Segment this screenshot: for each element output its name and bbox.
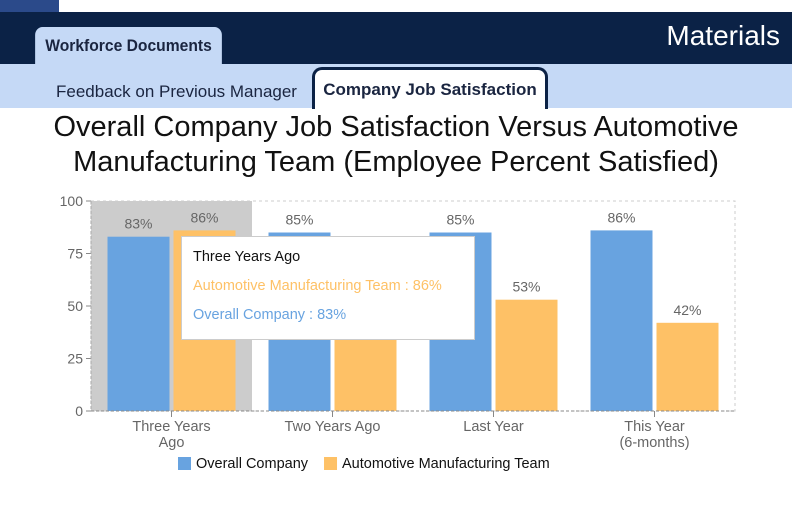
- data-label: 42%: [673, 302, 701, 318]
- x-tick-label: Last Year: [463, 419, 524, 435]
- y-tick-label: 0: [75, 403, 83, 419]
- tab-workforce-documents[interactable]: Workforce Documents: [35, 27, 222, 64]
- data-label: 86%: [607, 209, 635, 225]
- y-tick-label: 25: [67, 351, 83, 367]
- x-tick-label: Two Years Ago: [285, 419, 381, 435]
- x-tick-label: Three Years: [132, 419, 210, 435]
- y-tick-label: 50: [67, 298, 83, 314]
- data-label: 53%: [512, 279, 540, 295]
- tooltip-title: Three Years Ago: [193, 249, 301, 265]
- x-tick-label: Ago: [159, 435, 185, 451]
- legend-swatch: [324, 457, 338, 470]
- data-label: 86%: [190, 209, 218, 225]
- tooltip-line-overall: Overall Company : 83%: [193, 307, 347, 323]
- bar-overall: [107, 236, 170, 411]
- chart-title: Overall Company Job Satisfaction Versus …: [53, 111, 739, 178]
- bar-automotive: [495, 299, 558, 411]
- legend-label: Automotive Manufacturing Team: [342, 456, 550, 472]
- data-label: 85%: [285, 212, 313, 228]
- tab-company-job-satisfaction[interactable]: Company Job Satisfaction: [312, 67, 548, 109]
- data-label: 85%: [446, 212, 474, 228]
- tooltip: Three Years Ago Automotive Manufacturing…: [181, 236, 475, 340]
- bar-overall: [590, 230, 653, 411]
- x-tick-label: (6-months): [619, 435, 689, 451]
- tooltip-line-automotive: Automotive Manufacturing Team : 86%: [193, 278, 442, 294]
- y-tick-label: 100: [60, 193, 84, 209]
- corner-block: [0, 0, 59, 12]
- tab-feedback-previous-manager[interactable]: Feedback on Previous Manager: [56, 82, 297, 101]
- x-tick-label: This Year: [624, 419, 685, 435]
- data-label: 83%: [124, 216, 152, 232]
- bar-automotive: [656, 322, 719, 411]
- y-tick-label: 75: [67, 246, 83, 262]
- legend-swatch: [178, 457, 191, 470]
- legend-label: Overall Company: [196, 456, 309, 472]
- section-title: Materials: [666, 20, 780, 51]
